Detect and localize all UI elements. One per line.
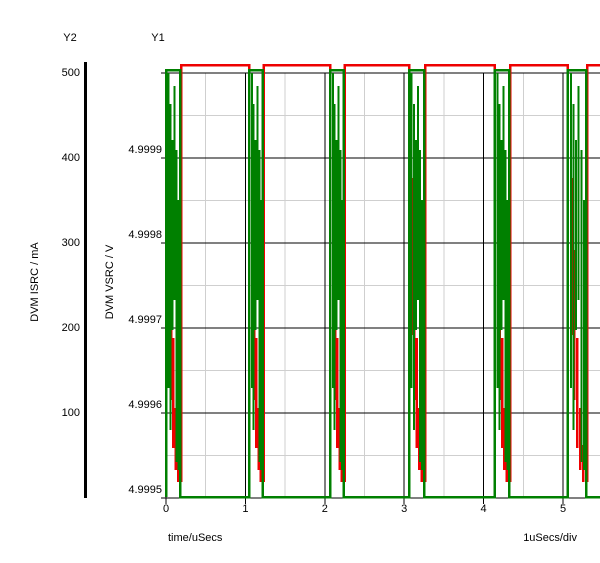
vsrc-trace xyxy=(164,68,600,499)
y1-tick-label: 4.9997 xyxy=(128,314,162,326)
minor-gridlines xyxy=(166,73,600,498)
x-axis-title: time/uSecs xyxy=(168,532,223,544)
y2-tick-label: 500 xyxy=(61,67,80,79)
y2-tick-label: 100 xyxy=(61,407,80,419)
y1-tick-label: 4.9996 xyxy=(128,399,162,411)
y2-axis-header: Y2 xyxy=(63,32,77,44)
major-gridlines xyxy=(161,72,600,504)
y1-tick-label: 4.9999 xyxy=(128,144,162,156)
y2-axis-bar xyxy=(84,62,87,498)
x-tick-label: 5 xyxy=(559,503,567,515)
x-tick-label: 1 xyxy=(242,503,249,515)
y2-tick-label: 200 xyxy=(61,322,80,334)
x-tick-label: 3 xyxy=(401,503,408,515)
vsrc-ringing xyxy=(167,73,585,470)
x-tick-label: 0 xyxy=(162,503,170,515)
y2-axis-title: DVM ISRC / mA xyxy=(29,242,41,322)
y1-tick-label: 4.9998 xyxy=(128,229,162,241)
x-tick-label: 4 xyxy=(480,503,487,515)
x-tick-label: 2 xyxy=(321,503,328,515)
y1-tick-label: 4.9995 xyxy=(128,484,162,496)
isrc-trace xyxy=(167,63,600,482)
y2-tick-label: 300 xyxy=(61,237,80,249)
y1-axis-header: Y1 xyxy=(151,32,165,44)
y1-axis-title: DVM VSRC / V xyxy=(104,244,116,320)
x-scale-per-div-label: 1uSecs/div xyxy=(523,532,577,544)
y2-tick-label: 400 xyxy=(61,152,80,164)
